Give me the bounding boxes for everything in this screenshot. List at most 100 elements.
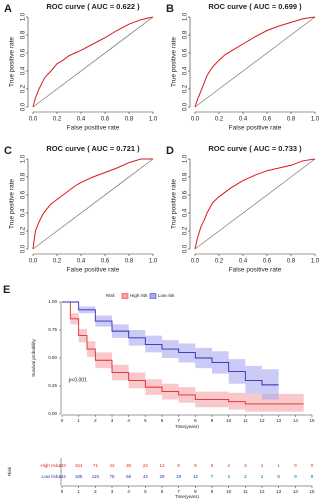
x-tick-label: 1 xyxy=(77,489,80,494)
x-tick-label: 15 xyxy=(309,489,315,494)
chart-title: ROC curve ( AUC = 0.733 ) xyxy=(208,144,302,153)
x-axis-label: False positive rate xyxy=(67,125,120,132)
panel-label: B xyxy=(166,3,174,15)
y-axis-label: True positive rate xyxy=(171,37,178,87)
x-tick-label: 0.0 xyxy=(29,259,38,265)
x-axis-label: False positive rate xyxy=(67,267,120,274)
risk-count: 8 xyxy=(194,463,197,468)
x-tick-label: 0.2 xyxy=(215,117,224,123)
risk-count: 42 xyxy=(109,463,115,468)
x-axis-label: False positive rate xyxy=(229,267,282,274)
y-tick-label: 0.8 xyxy=(21,172,27,181)
y-tick-label: 1.0 xyxy=(21,12,27,21)
x-tick-label: 0.6 xyxy=(263,259,272,265)
diagonal xyxy=(194,158,316,250)
x-tick-label: 9 xyxy=(211,418,214,423)
legend-swatch xyxy=(121,293,129,299)
x-tick-label: 0 xyxy=(61,418,64,423)
y-tick-label: 0.8 xyxy=(21,30,27,39)
x-tick-label: 0.4 xyxy=(77,259,86,265)
risk-count: 12 xyxy=(159,463,165,468)
y-tick-label: 0.0 xyxy=(21,102,27,111)
y-axis-label: Risk xyxy=(7,466,12,475)
y-tick-label: 1.00 xyxy=(48,299,57,304)
y-tick-label: 0.8 xyxy=(183,30,189,39)
x-tick-label: 6 xyxy=(161,418,164,423)
x-tick-label: 0.0 xyxy=(191,117,200,123)
x-tick-label: 0.8 xyxy=(125,117,134,123)
y-tick-label: 0.4 xyxy=(21,66,27,75)
risk-count: 3 xyxy=(244,463,247,468)
diagonal xyxy=(32,158,154,250)
x-tick-label: 12 xyxy=(259,489,265,494)
x-axis-label: Time(years) xyxy=(175,494,199,499)
x-tick-label: 4 xyxy=(127,489,130,494)
risk-count: 22 xyxy=(143,463,149,468)
x-tick-label: 5 xyxy=(144,418,147,423)
y-tick-label: 0.2 xyxy=(21,84,27,93)
x-tick-label: 4 xyxy=(127,418,130,423)
x-tick-label: 0.0 xyxy=(29,117,38,123)
x-tick-label: 8 xyxy=(194,418,197,423)
x-tick-label: 2 xyxy=(94,418,97,423)
risk-count: 4 xyxy=(227,474,230,479)
legend-label: High risk xyxy=(130,293,148,298)
x-tick-label: 10 xyxy=(226,418,232,423)
y-axis-label: True positive rate xyxy=(171,179,178,229)
x-tick-label: 9 xyxy=(211,489,214,494)
x-tick-label: 11 xyxy=(243,418,248,423)
row-label: Low risk xyxy=(41,474,58,479)
y-tick-label: 0.4 xyxy=(183,66,189,75)
x-tick-label: 1 xyxy=(77,418,80,423)
x-tick-label: 0.8 xyxy=(125,259,134,265)
panel-label: C xyxy=(4,145,12,157)
y-tick-label: 0.4 xyxy=(21,208,27,217)
x-tick-label: 8 xyxy=(194,489,197,494)
x-tick-label: 0.4 xyxy=(77,117,86,123)
confidence-band xyxy=(62,302,279,400)
y-tick-label: 0.2 xyxy=(183,84,189,93)
x-tick-label: 0.8 xyxy=(287,117,296,123)
x-tick-label: 1.0 xyxy=(311,117,320,123)
y-tick-label: 0.0 xyxy=(21,244,27,253)
survival-curve xyxy=(62,301,279,386)
risk-count: 154 xyxy=(75,463,83,468)
risk-count: 4 xyxy=(227,463,230,468)
x-tick-label: 12 xyxy=(259,418,265,423)
y-axis-label: Survival probability xyxy=(31,338,36,377)
x-tick-label: 15 xyxy=(309,418,315,423)
y-tick-label: 0.2 xyxy=(21,226,27,235)
x-tick-label: 1.0 xyxy=(149,117,158,123)
roc-curve xyxy=(32,158,153,250)
risk-count: 185 xyxy=(75,474,83,479)
x-tick-label: 0.2 xyxy=(53,259,62,265)
y-tick-label: 1.0 xyxy=(183,12,189,21)
risk-count: 234 xyxy=(58,474,66,479)
diagonal xyxy=(194,16,316,108)
y-axis-label: True positive rate xyxy=(9,37,16,87)
chart-title: ROC curve ( AUC = 0.699 ) xyxy=(208,2,302,11)
x-tick-label: 6 xyxy=(161,489,164,494)
x-tick-label: 2 xyxy=(94,489,97,494)
y-tick-label: 0.25 xyxy=(48,383,57,388)
risk-count: 2 xyxy=(261,463,264,468)
y-tick-label: 0.00 xyxy=(48,411,57,416)
x-tick-label: 0.2 xyxy=(215,259,224,265)
y-tick-label: 0.2 xyxy=(183,226,189,235)
y-tick-label: 1.0 xyxy=(21,154,27,163)
risk-count: 56 xyxy=(126,474,132,479)
risk-count: 0 xyxy=(294,474,297,479)
x-tick-label: 3 xyxy=(111,489,114,494)
roc-curve xyxy=(32,16,154,108)
x-tick-label: 7 xyxy=(177,418,180,423)
risk-count: 75 xyxy=(109,474,115,479)
y-tick-label: 0.6 xyxy=(183,48,189,57)
risk-count: 1 xyxy=(261,474,264,479)
risk-count: 30 xyxy=(126,463,132,468)
roc-curve xyxy=(194,158,316,250)
y-tick-label: 0.75 xyxy=(48,327,57,332)
risk-count: 29 xyxy=(159,474,165,479)
roc-curve xyxy=(194,16,316,108)
